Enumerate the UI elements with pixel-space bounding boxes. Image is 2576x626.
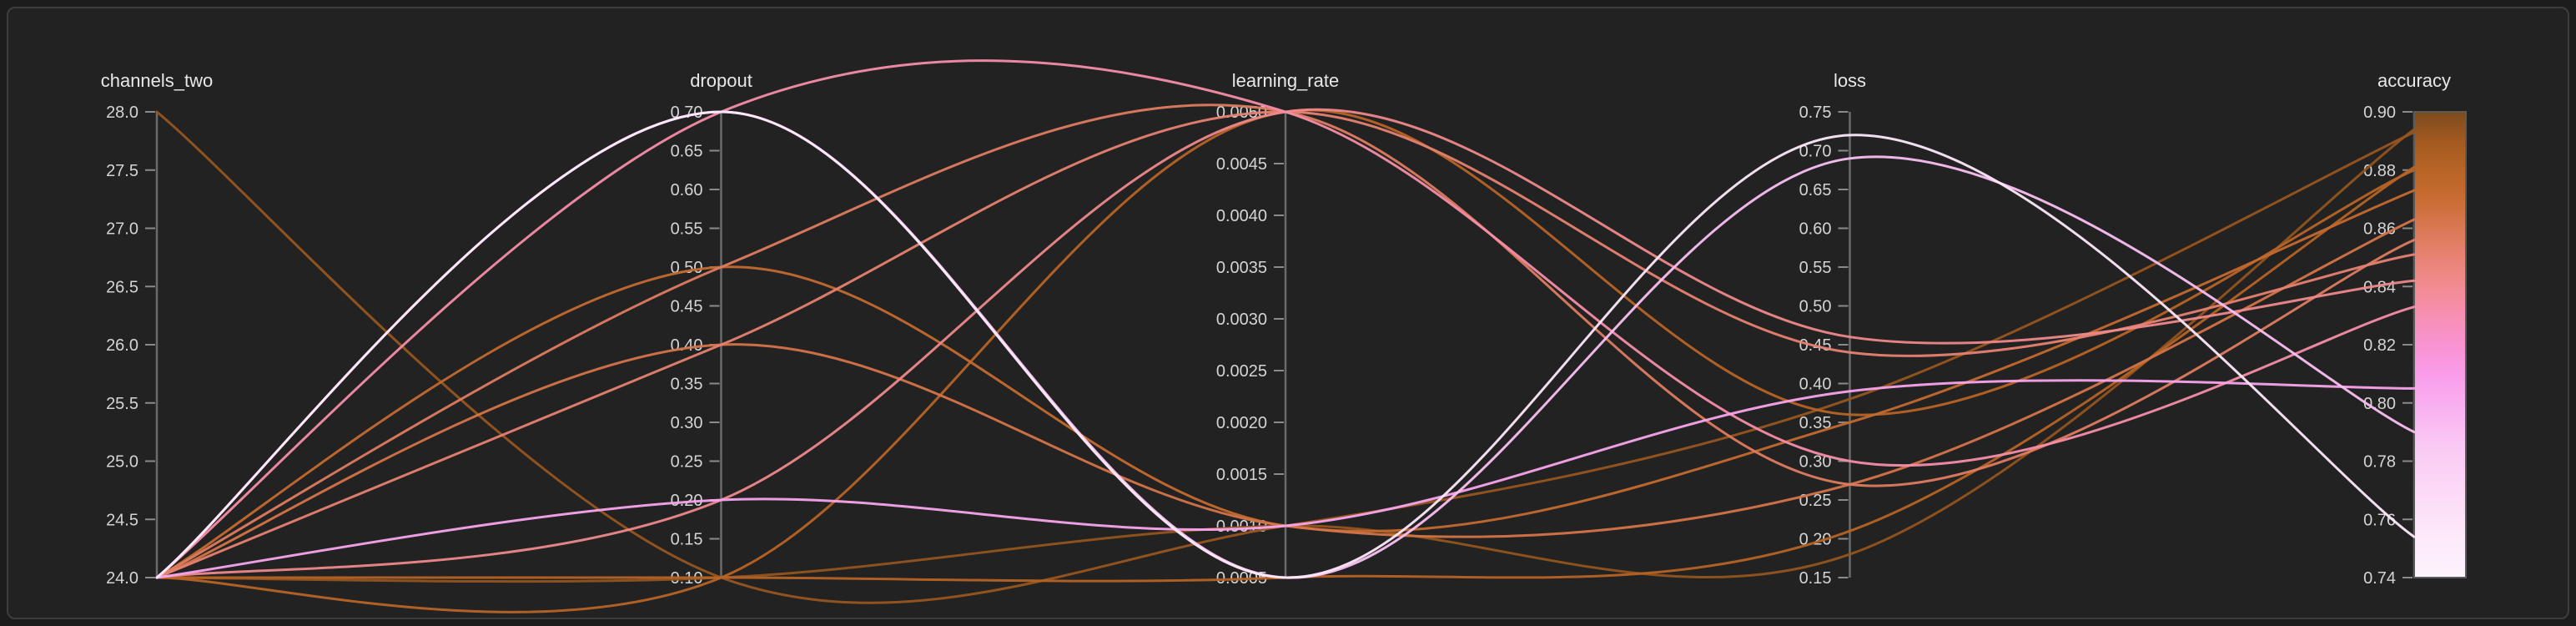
tick-label: 0.0030 bbox=[1216, 310, 1267, 329]
tick-label: 0.15 bbox=[1799, 569, 1832, 588]
tick-label: 0.88 bbox=[2363, 162, 2396, 180]
run-curve[interactable] bbox=[155, 110, 2416, 579]
axis-title-learning_rate: learning_rate bbox=[1232, 70, 1339, 91]
tick-label: 0.55 bbox=[671, 220, 703, 239]
parallel-coordinates-panel bbox=[7, 7, 2569, 619]
tick-label: 0.65 bbox=[1799, 181, 1832, 199]
tick-label: 26.5 bbox=[106, 278, 138, 296]
tick-label: 0.0045 bbox=[1216, 155, 1267, 174]
tick-label: 0.86 bbox=[2363, 220, 2396, 239]
tick-label: 0.82 bbox=[2363, 336, 2396, 355]
tick-label: 0.80 bbox=[2363, 395, 2396, 413]
tick-label: 0.90 bbox=[2363, 103, 2396, 122]
tick-label: 26.0 bbox=[106, 336, 138, 355]
axis-loss[interactable]: 0.150.200.250.300.350.400.450.500.550.60… bbox=[1799, 70, 1867, 588]
tick-label: 0.0015 bbox=[1216, 466, 1267, 484]
tick-label: 0.0035 bbox=[1216, 259, 1267, 277]
tick-label: 0.84 bbox=[2363, 278, 2396, 296]
tick-label: 24.5 bbox=[106, 511, 138, 529]
tick-label: 0.60 bbox=[671, 181, 703, 199]
tick-label: 0.35 bbox=[1799, 414, 1832, 432]
axis-title-channels_two: channels_two bbox=[101, 70, 214, 91]
tick-label: 0.75 bbox=[1799, 103, 1832, 122]
tick-label: 0.50 bbox=[1799, 298, 1832, 316]
tick-label: 27.0 bbox=[106, 220, 138, 239]
tick-label: 0.45 bbox=[671, 298, 703, 316]
axis-channels_two[interactable]: 24.0 24.5 25.0 25.5 26.0 26.5 27.0 27.5 28.0 chan… bbox=[101, 70, 214, 588]
tick-label: 0.35 bbox=[671, 376, 703, 394]
run-curve[interactable] bbox=[155, 59, 2416, 579]
tick-label: 25.0 bbox=[106, 453, 138, 472]
tick-label: 24.0 bbox=[106, 569, 138, 588]
tick-label: 0.70 bbox=[1799, 143, 1832, 161]
tick-label: 0.0020 bbox=[1216, 414, 1267, 432]
tick-label: 0.65 bbox=[671, 143, 703, 161]
tick-label: 0.25 bbox=[671, 453, 703, 472]
tick-label: 27.5 bbox=[106, 162, 138, 180]
tick-label: 0.30 bbox=[671, 414, 703, 432]
tick-label: 0.0040 bbox=[1216, 207, 1267, 225]
axis-title-dropout: dropout bbox=[690, 70, 752, 91]
tick-label: 0.74 bbox=[2363, 569, 2396, 588]
axis-title-accuracy: accuracy bbox=[2377, 70, 2451, 91]
tick-label: 0.15 bbox=[671, 531, 703, 549]
tick-label: 0.55 bbox=[1799, 259, 1832, 277]
accuracy-colorbar bbox=[2413, 111, 2467, 578]
axis-title-loss: loss bbox=[1834, 70, 1866, 91]
tick-label: 0.76 bbox=[2363, 511, 2396, 529]
tick-label: 0.40 bbox=[1799, 376, 1832, 394]
axis-dropout[interactable]: 0.100.150.200.250.300.350.400.450.500.55… bbox=[671, 70, 752, 588]
tick-label: 0.30 bbox=[1799, 453, 1832, 472]
tick-label: 28.0 bbox=[106, 103, 138, 122]
axis-learning_rate[interactable]: 0.00050.00100.00150.00200.00250.00300.00… bbox=[1216, 70, 1339, 588]
tick-label: 0.78 bbox=[2363, 453, 2396, 472]
tick-label: 0.60 bbox=[1799, 220, 1832, 239]
tick-label: 0.0025 bbox=[1216, 362, 1267, 381]
run-curve[interactable] bbox=[155, 379, 2416, 579]
tick-label: 25.5 bbox=[106, 395, 138, 413]
